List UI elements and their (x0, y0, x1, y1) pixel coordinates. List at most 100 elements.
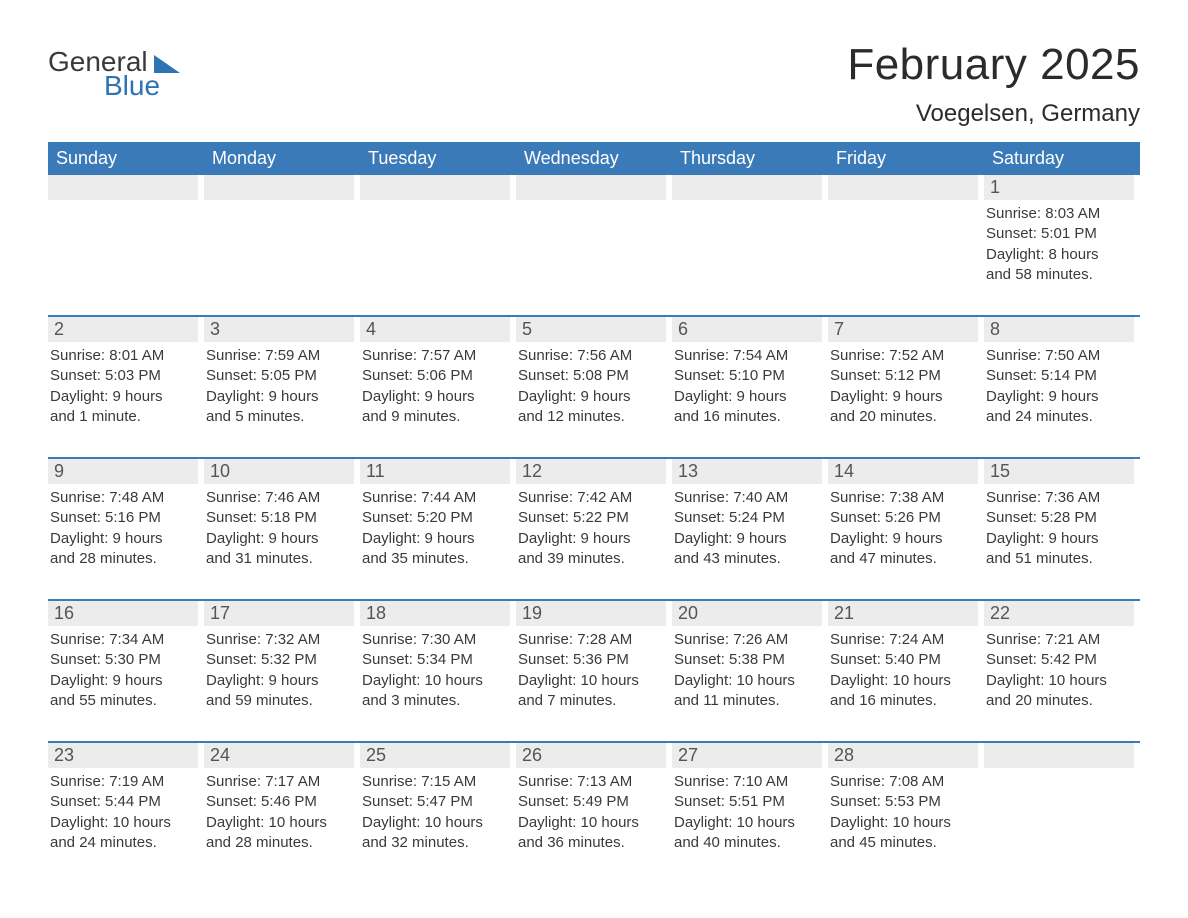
day-sunset: Sunset: 5:42 PM (986, 650, 1134, 670)
day-cell-empty (984, 743, 1140, 861)
page-header: General Blue February 2025 Voegelsen, Ge… (48, 40, 1140, 128)
day-cell-empty (48, 175, 204, 293)
day-dl1: Daylight: 9 hours (362, 529, 510, 549)
day-sunrise: Sunrise: 7:10 AM (674, 772, 822, 792)
day-number (672, 175, 822, 200)
day-dl1: Daylight: 10 hours (50, 813, 198, 833)
day-dl2: and 16 minutes. (830, 691, 978, 711)
day-cell: 18 Sunrise: 7:30 AMSunset: 5:34 PMDayligh… (360, 601, 516, 719)
day-number: 14 (828, 459, 978, 484)
logo: General Blue (48, 48, 180, 100)
day-detail: Sunrise: 7:46 AMSunset: 5:18 PMDaylight:… (204, 488, 354, 569)
logo-sail-icon (154, 55, 180, 73)
day-cell: 22Sunrise: 7:21 AMSunset: 5:42 PMDayligh… (984, 601, 1140, 719)
day-sunrise: Sunrise: 7:38 AM (830, 488, 978, 508)
day-number: 25 (360, 743, 510, 768)
day-detail: Sunrise: 7:42 AMSunset: 5:22 PMDaylight:… (516, 488, 666, 569)
day-detail: Sunrise: 7:38 AMSunset: 5:26 PMDaylight:… (828, 488, 978, 569)
day-number: 8 (984, 317, 1134, 342)
day-number: 23 (48, 743, 198, 768)
day-sunrise: Sunrise: 7:30 AM (362, 630, 510, 650)
day-number: 16 (48, 601, 198, 626)
week-row: 1Sunrise: 8:03 AMSunset: 5:01 PMDaylight… (48, 175, 1140, 293)
day-number: 28 (828, 743, 978, 768)
weekday-monday: Monday (204, 142, 360, 175)
day-detail: Sunrise: 7:59 AMSunset: 5:05 PMDaylight:… (204, 346, 354, 427)
day-cell-empty (672, 175, 828, 293)
day-number: 1 (984, 175, 1134, 200)
day-dl1: Daylight: 9 hours (986, 387, 1134, 407)
day-cell: 7Sunrise: 7:52 AMSunset: 5:12 PMDaylight… (828, 317, 984, 435)
day-dl2: and 7 minutes. (518, 691, 666, 711)
day-sunrise: Sunrise: 7:36 AM (986, 488, 1134, 508)
week-row: 23Sunrise: 7:19 AMSunset: 5:44 PMDayligh… (48, 741, 1140, 861)
day-dl1: Daylight: 10 hours (362, 813, 510, 833)
day-sunrise: Sunrise: 7:08 AM (830, 772, 978, 792)
day-detail: Sunrise: 7:13 AMSunset: 5:49 PMDaylight:… (516, 772, 666, 853)
day-dl2: and 58 minutes. (986, 265, 1134, 285)
day-dl1: Daylight: 9 hours (518, 529, 666, 549)
day-sunset: Sunset: 5:05 PM (206, 366, 354, 386)
day-cell: 23 Sunrise: 7:19 AMSunset: 5:44 PMDayligh… (48, 743, 204, 861)
day-dl1: Daylight: 9 hours (674, 387, 822, 407)
day-cell: 1Sunrise: 8:03 AMSunset: 5:01 PMDaylight… (984, 175, 1140, 293)
day-dl2: and 24 minutes. (50, 833, 198, 853)
day-dl2: and 5 minutes. (206, 407, 354, 427)
day-sunset: Sunset: 5:06 PM (362, 366, 510, 386)
day-dl1: Daylight: 10 hours (674, 813, 822, 833)
day-detail: Sunrise: 7:44 AMSunset: 5:20 PMDaylight:… (360, 488, 510, 569)
day-sunrise: Sunrise: 7:48 AM (50, 488, 198, 508)
day-detail: Sunrise: 7:56 AMSunset: 5:08 PMDaylight:… (516, 346, 666, 427)
day-sunrise: Sunrise: 7:19 AM (50, 772, 198, 792)
day-number (204, 175, 354, 200)
weekday-sunday: Sunday (48, 142, 204, 175)
day-detail: Sunrise: 7:10 AMSunset: 5:51 PMDaylight:… (672, 772, 822, 853)
logo-text-blue: Blue (104, 72, 180, 100)
day-detail: Sunrise: 7:21 AMSunset: 5:42 PMDaylight:… (984, 630, 1134, 711)
day-number: 10 (204, 459, 354, 484)
day-sunset: Sunset: 5:34 PM (362, 650, 510, 670)
day-cell: 28Sunrise: 7:08 AMSunset: 5:53 PMDayligh… (828, 743, 984, 861)
day-dl2: and 47 minutes. (830, 549, 978, 569)
day-cell: 26 Sunrise: 7:13 AMSunset: 5:49 PMDayligh… (516, 743, 672, 861)
day-cell: 15Sunrise: 7:36 AMSunset: 5:28 PMDayligh… (984, 459, 1140, 577)
day-number: 20 (672, 601, 822, 626)
day-number: 5 (516, 317, 666, 342)
day-dl2: and 40 minutes. (674, 833, 822, 853)
day-sunset: Sunset: 5:28 PM (986, 508, 1134, 528)
day-sunrise: Sunrise: 7:42 AM (518, 488, 666, 508)
day-cell-empty (516, 175, 672, 293)
day-detail: Sunrise: 7:28 AMSunset: 5:36 PMDaylight:… (516, 630, 666, 711)
day-dl1: Daylight: 10 hours (986, 671, 1134, 691)
day-cell: 13Sunrise: 7:40 AMSunset: 5:24 PMDayligh… (672, 459, 828, 577)
day-sunrise: Sunrise: 7:54 AM (674, 346, 822, 366)
day-number: 27 (672, 743, 822, 768)
day-dl2: and 11 minutes. (674, 691, 822, 711)
weekday-saturday: Saturday (984, 142, 1140, 175)
day-sunrise: Sunrise: 7:46 AM (206, 488, 354, 508)
day-dl1: Daylight: 9 hours (518, 387, 666, 407)
day-sunset: Sunset: 5:26 PM (830, 508, 978, 528)
day-sunset: Sunset: 5:38 PM (674, 650, 822, 670)
day-number: 18 (360, 601, 510, 626)
day-detail: Sunrise: 7:30 AMSunset: 5:34 PMDaylight:… (360, 630, 510, 711)
day-dl1: Daylight: 9 hours (206, 387, 354, 407)
day-sunrise: Sunrise: 7:26 AM (674, 630, 822, 650)
day-sunset: Sunset: 5:22 PM (518, 508, 666, 528)
weekday-thursday: Thursday (672, 142, 828, 175)
location-label: Voegelsen, Germany (847, 100, 1140, 128)
day-dl1: Daylight: 9 hours (830, 387, 978, 407)
month-title: February 2025 (847, 40, 1140, 90)
day-cell: 10 Sunrise: 7:46 AMSunset: 5:18 PMDayligh… (204, 459, 360, 577)
day-number: 7 (828, 317, 978, 342)
day-cell: 2Sunrise: 8:01 AMSunset: 5:03 PMDaylight… (48, 317, 204, 435)
day-cell: 14 Sunrise: 7:38 AMSunset: 5:26 PMDayligh… (828, 459, 984, 577)
day-cell: 6Sunrise: 7:54 AMSunset: 5:10 PMDaylight… (672, 317, 828, 435)
day-number: 3 (204, 317, 354, 342)
day-sunset: Sunset: 5:30 PM (50, 650, 198, 670)
day-number: 26 (516, 743, 666, 768)
day-sunrise: Sunrise: 7:44 AM (362, 488, 510, 508)
day-dl1: Daylight: 10 hours (518, 671, 666, 691)
day-sunset: Sunset: 5:32 PM (206, 650, 354, 670)
day-sunset: Sunset: 5:44 PM (50, 792, 198, 812)
